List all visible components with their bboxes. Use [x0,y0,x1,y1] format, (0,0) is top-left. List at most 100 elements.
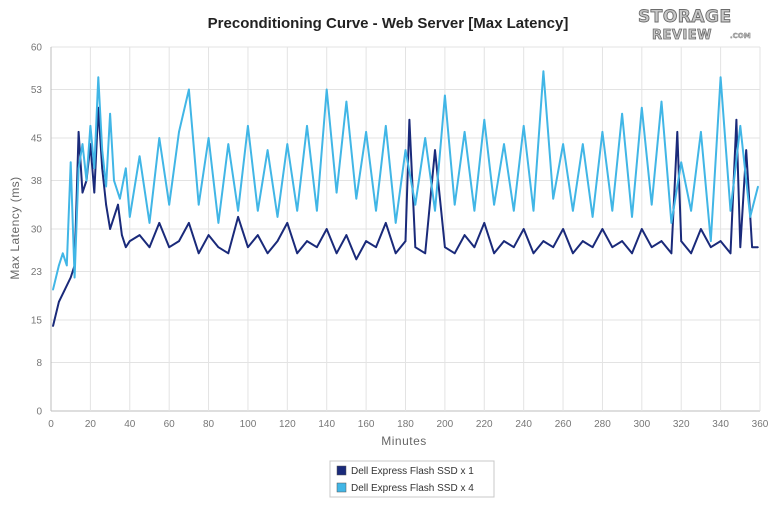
data-point [66,264,68,267]
data-point [138,234,141,236]
x-tick-label: 20 [85,419,97,430]
data-point [306,240,308,242]
data-point [188,222,190,224]
data-point [247,125,249,127]
x-axis-label: Minutes [381,434,427,448]
data-point [631,252,633,255]
data-point [690,210,692,212]
data-point [700,131,702,133]
legend-box [329,460,495,498]
data-point [64,288,66,291]
data-point [207,137,210,139]
data-point [700,228,702,230]
data-point [542,240,545,242]
data-point [129,240,131,242]
data-point [444,94,446,97]
data-point [513,246,515,248]
data-point [385,222,387,224]
data-point [513,210,515,212]
data-point [751,246,753,248]
data-point [522,125,525,127]
data-point [207,234,210,236]
data-point [178,240,180,242]
x-tick-label: 40 [124,419,136,430]
data-point [276,216,279,218]
data-point [125,246,127,248]
data-point [217,246,220,248]
data-point [503,143,505,145]
data-point [286,143,289,145]
data-point [325,88,328,91]
x-tick-label: 180 [397,419,414,430]
data-point [757,185,759,188]
legend: Dell Express Flash SSD x 1 Dell Express … [329,460,495,498]
data-point [670,252,673,255]
x-tick-label: 300 [633,419,650,430]
data-point [463,131,466,133]
x-tick-label: 260 [555,419,572,430]
data-point [650,203,653,206]
data-point [217,222,220,224]
data-point [591,216,594,218]
data-point [316,210,318,212]
data-point [101,167,103,170]
data-point [532,210,535,212]
data-point [552,197,554,200]
data-point [757,246,759,248]
data-point [257,210,259,212]
data-point [266,252,269,255]
data-point [542,70,545,73]
data-point [316,246,318,248]
x-tick-label: 320 [673,419,690,430]
y-tick-label: 15 [31,316,43,327]
data-point [434,210,436,212]
data-point [710,246,712,248]
x-tick-label: 0 [48,419,54,430]
data-point [148,246,151,248]
legend-swatch-series-1 [336,465,347,476]
data-point [101,149,103,151]
data-point [582,240,584,242]
data-point [158,137,161,139]
data-point [158,222,161,224]
data-point [463,234,466,236]
y-tick-label: 60 [31,43,43,54]
data-point [404,240,407,242]
data-point [197,252,200,255]
data-point [125,167,127,170]
data-point [552,246,554,248]
data-point [562,143,564,145]
data-point [81,191,84,194]
y-axis-ticks: 0 8 15 23 30 38 45 53 60 [31,43,43,418]
data-point [582,143,584,145]
data-point [306,125,308,127]
data-point [394,252,397,255]
data-point [89,125,92,127]
series-1 [52,106,759,327]
data-point [404,149,407,151]
data-point [729,252,732,255]
data-point [148,222,151,224]
data-point [257,234,259,236]
data-point [58,264,60,267]
data-point [375,210,377,212]
data-point [138,155,141,157]
data-point [641,106,643,109]
data-point [69,161,72,164]
data-point [113,216,115,218]
data-point [335,252,338,255]
data-point [414,246,417,248]
data-point [52,288,54,291]
data-point [385,125,387,127]
data-point [105,185,107,188]
x-tick-label: 140 [318,419,335,430]
data-point [680,161,682,164]
data-point [69,276,72,279]
data-point [473,210,476,212]
data-point [247,246,249,248]
data-point [81,143,84,145]
data-point [77,167,80,170]
watermark-line-1: STORAGE [638,7,732,27]
x-tick-label: 120 [279,419,296,430]
